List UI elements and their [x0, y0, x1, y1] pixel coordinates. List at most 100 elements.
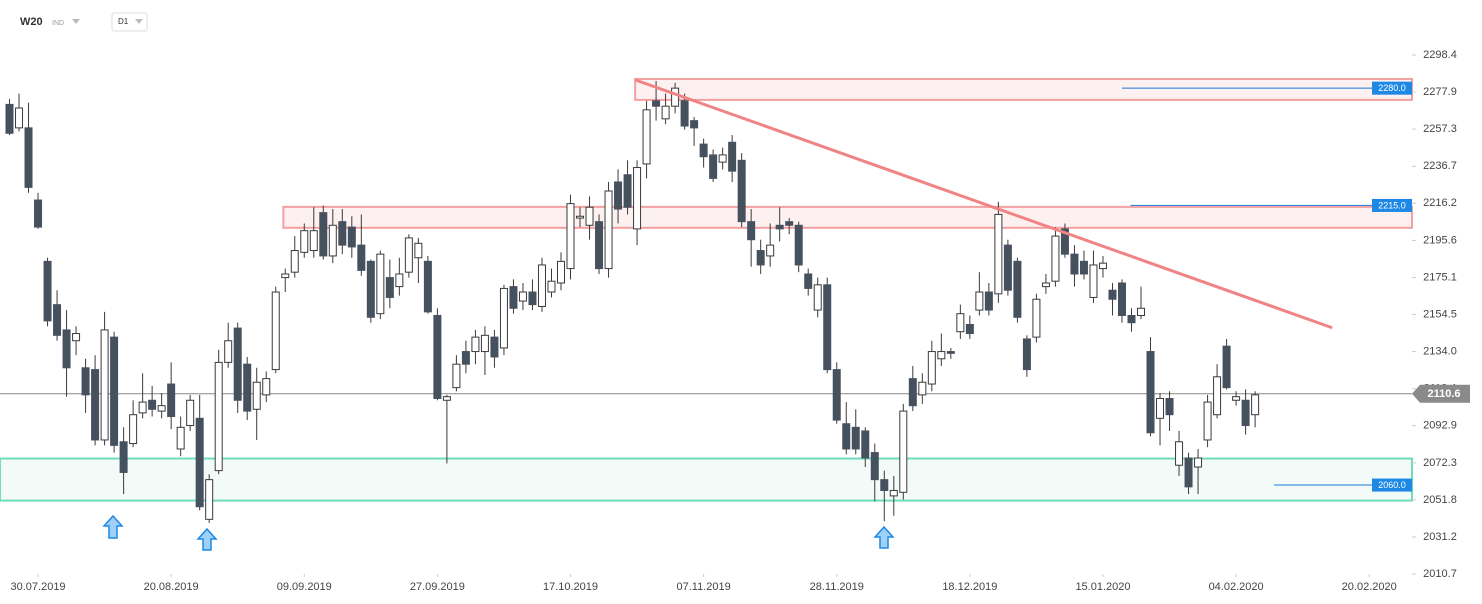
x-tick-label: 30.07.2019 — [11, 581, 66, 593]
candle-body — [889, 489, 898, 497]
candle-body — [243, 363, 252, 412]
candle-body — [490, 336, 499, 358]
level-label: 2060.0 — [1378, 480, 1406, 490]
y-tick-label: 2051.8 — [1423, 494, 1457, 506]
candle-body — [1013, 260, 1022, 318]
candle-body — [614, 181, 623, 210]
candle-body — [433, 314, 442, 399]
candle-body — [1165, 397, 1174, 416]
candle-body — [861, 430, 870, 459]
candle-body — [642, 109, 651, 165]
x-tick-label: 07.11.2019 — [676, 581, 730, 593]
level-label: 2215.0 — [1378, 200, 1406, 210]
candle-body — [823, 284, 832, 371]
candle-body — [1194, 457, 1203, 468]
candle-body — [870, 452, 879, 481]
candle-body — [537, 264, 546, 307]
candle-body — [24, 127, 33, 188]
candle-body — [1079, 260, 1088, 275]
candle-body — [452, 363, 461, 389]
candle-body — [728, 141, 737, 172]
x-tick-label: 17.10.2019 — [543, 581, 598, 593]
candle-body — [186, 399, 195, 427]
candle-body — [53, 304, 62, 336]
last-price-label: 2110.6 — [1427, 388, 1460, 400]
candle-body — [252, 381, 261, 410]
candle-body — [661, 105, 670, 120]
y-tick-label: 2072.3 — [1423, 457, 1457, 469]
candle-body — [395, 273, 404, 288]
y-tick-label: 2277.9 — [1423, 86, 1457, 98]
candle-body — [1175, 441, 1184, 466]
candle-body — [480, 334, 489, 353]
y-tick-label: 2010.7 — [1423, 568, 1457, 580]
candle-body — [556, 260, 565, 284]
candle-body — [81, 367, 90, 396]
y-tick-label: 2195.6 — [1423, 234, 1457, 246]
candle-body — [148, 399, 157, 410]
candle-body — [804, 273, 813, 289]
symbol-dropdown[interactable] — [72, 19, 80, 24]
y-tick-label: 2236.7 — [1423, 160, 1457, 172]
candle-body — [718, 154, 727, 163]
candle-body — [576, 215, 585, 219]
candle-body — [595, 221, 604, 270]
interval: D1 — [118, 17, 129, 26]
candle-body — [110, 336, 119, 446]
candle-body — [290, 250, 299, 273]
candle-body — [509, 286, 518, 309]
candle-body — [157, 405, 166, 412]
candle-body — [1060, 228, 1069, 255]
level-badge — [1372, 198, 1412, 212]
y-tick-label: 2031.2 — [1423, 531, 1457, 543]
candle-body — [927, 351, 936, 385]
candle-body — [623, 174, 632, 208]
y-tick-label: 2257.3 — [1423, 123, 1457, 135]
candle-body — [699, 143, 708, 158]
x-tick-label: 28.11.2019 — [810, 581, 864, 593]
candle-body — [1213, 376, 1222, 416]
symbol: W20 — [20, 16, 43, 28]
candle-body — [709, 154, 718, 179]
candle-body — [233, 327, 242, 401]
candle-body — [262, 378, 271, 396]
arrow-up — [873, 525, 895, 549]
candle-body — [633, 167, 642, 230]
level-label: 2280.0 — [1378, 83, 1406, 93]
x-tick-label: 18.12.2019 — [942, 581, 997, 593]
candle-body — [385, 277, 394, 298]
candle-body — [908, 378, 917, 407]
y-tick-label: 2216.2 — [1423, 197, 1457, 209]
candle-body — [357, 244, 366, 271]
arrow-up — [102, 514, 124, 539]
y-tick-label: 2298.4 — [1423, 49, 1457, 61]
candle-body — [1003, 244, 1012, 291]
interval-select[interactable] — [111, 12, 148, 32]
candle-body — [1041, 282, 1050, 288]
x-tick-label: 15.01.2020 — [1075, 581, 1130, 593]
candle-body — [1022, 338, 1031, 371]
candle-body — [842, 423, 851, 450]
candle-body — [167, 383, 176, 418]
trendline — [634, 78, 1333, 330]
candle-body — [205, 479, 214, 520]
market: IND — [52, 20, 64, 27]
candle-body — [414, 242, 423, 259]
candle-body — [946, 351, 955, 354]
candle-body — [195, 417, 204, 508]
candle-body — [975, 291, 984, 311]
candle-body — [338, 221, 347, 246]
candle-body — [176, 426, 185, 450]
candle-body — [1070, 253, 1079, 275]
candle-body — [214, 361, 223, 472]
candle-body — [794, 224, 803, 266]
arrows — [102, 514, 895, 551]
candle-body — [851, 426, 860, 450]
candle-body — [984, 291, 993, 311]
candle-body — [585, 206, 594, 226]
candle-body — [1127, 314, 1136, 324]
x-tick-label: 20.08.2019 — [144, 581, 199, 593]
zone — [634, 77, 1413, 101]
candle-body — [994, 213, 1003, 295]
level-badge — [1372, 478, 1412, 492]
